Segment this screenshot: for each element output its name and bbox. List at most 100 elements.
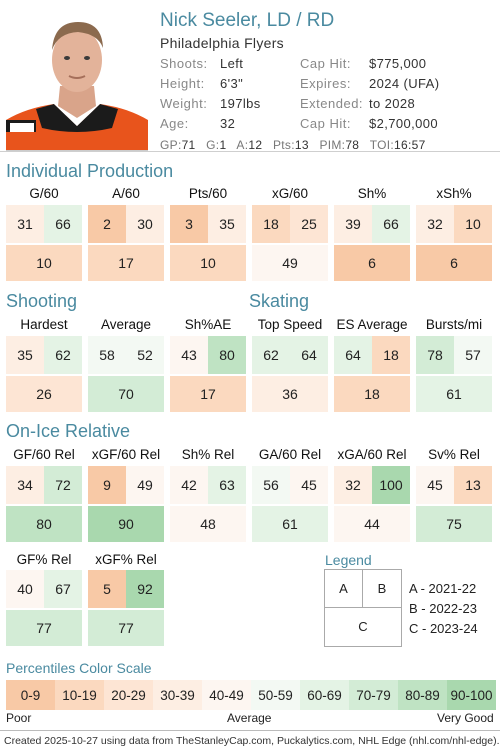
percentile-cell-b: 18	[372, 336, 410, 374]
percentile-cell-c: 61	[416, 376, 492, 412]
column-header: Hardest	[20, 317, 68, 332]
percentile-cell-c: 6	[416, 245, 492, 281]
player-name: Nick Seeler, LD / RD	[160, 10, 335, 31]
percentile-cell-b: 49	[126, 466, 164, 504]
scale-average-label: Average	[227, 711, 272, 725]
scale-bin: 60-69	[300, 680, 349, 710]
stat-value: 16:57	[394, 138, 426, 152]
info-label: Expires:	[300, 76, 351, 91]
stat-value: 78	[345, 138, 360, 152]
percentile-cell-c: 80	[6, 506, 82, 542]
column-header: Bursts/mi	[425, 317, 483, 332]
column-header: Sh%	[357, 186, 387, 201]
percentile-cell-c: 17	[170, 376, 246, 412]
header-divider	[0, 151, 500, 152]
scale-bin: 70-79	[349, 680, 398, 710]
column-header: A/60	[112, 186, 140, 201]
percentile-cell-a: 56	[252, 466, 290, 504]
info-label: Cap Hit:	[300, 116, 351, 131]
percentile-cell-b: 67	[44, 570, 82, 608]
percentile-cell-c: 17	[88, 245, 164, 281]
percentile-cell-a: 34	[6, 466, 44, 504]
percentile-cell-c: 48	[170, 506, 246, 542]
section-title-onice: On-Ice Relative	[6, 421, 131, 441]
percentile-cell-a: 43	[170, 336, 208, 374]
stat-key: TOI:	[369, 138, 395, 152]
percentile-cell-a: 18	[252, 205, 290, 243]
percentile-cell-a: 42	[170, 466, 208, 504]
scale-poor-label: Poor	[6, 711, 32, 725]
column-header: GA/60 Rel	[258, 447, 322, 462]
stat-key: G:	[206, 138, 220, 152]
percentile-cell-b: 52	[126, 336, 164, 374]
info-label: Height:	[160, 76, 205, 91]
scale-bin: 0-9	[6, 680, 55, 710]
column-header: xSh%	[436, 186, 472, 201]
percentile-cell-a: 35	[6, 336, 44, 374]
column-header: Sv% Rel	[428, 447, 480, 462]
percentile-cell-b: 10	[454, 205, 492, 243]
percentile-cell-a: 64	[334, 336, 372, 374]
percentile-cell-c: 77	[88, 610, 164, 646]
column-header: Average	[100, 317, 152, 332]
percentile-cell-c: 36	[252, 376, 328, 412]
legend-line: A - 2021-22	[409, 581, 477, 596]
column-header: xGF% Rel	[95, 552, 157, 567]
percentile-cell-a: 32	[416, 205, 454, 243]
scale-title: Percentiles Color Scale	[6, 660, 152, 676]
percentile-cell-b: 62	[44, 336, 82, 374]
stat-value: 12	[248, 138, 263, 152]
scale-verygood-label: Very Good	[437, 711, 494, 725]
column-header: ES Average	[336, 317, 408, 332]
column-header: GF% Rel	[16, 552, 72, 567]
stat-value: 71	[181, 138, 196, 152]
percentile-cell-c: 70	[88, 376, 164, 412]
section-title-shooting: Shooting	[6, 291, 78, 311]
section-title-skating: Skating	[249, 291, 310, 311]
percentile-cell-c: 26	[6, 376, 82, 412]
legend-cell-a: A	[339, 581, 348, 596]
legend-title: Legend	[325, 552, 372, 568]
percentile-cell-b: 100	[372, 466, 410, 504]
info-value: 6'3"	[220, 76, 244, 91]
column-header: GF/60 Rel	[13, 447, 75, 462]
player-headshot-icon	[6, 22, 148, 150]
section-title-production: Individual Production	[6, 161, 174, 181]
percentile-cell-c: 77	[6, 610, 82, 646]
percentile-cell-b: 64	[290, 336, 328, 374]
legend-cell-b: B	[377, 581, 387, 596]
percentile-cell-b: 72	[44, 466, 82, 504]
info-label: Cap Hit:	[300, 56, 351, 71]
stat-key: PIM:	[319, 138, 346, 152]
percentile-cell-b: 92	[126, 570, 164, 608]
legend-cell-c: C	[358, 619, 368, 634]
percentile-cell-a: 3	[170, 205, 208, 243]
scale-bin: 10-19	[55, 680, 104, 710]
legend-line: C - 2023-24	[409, 621, 478, 636]
stat-key: Pts:	[272, 138, 295, 152]
percentile-cell-c: 90	[88, 506, 164, 542]
percentile-cell-b: 35	[208, 205, 246, 243]
percentile-cell-a: 2	[88, 205, 126, 243]
column-header: Sh% Rel	[181, 447, 235, 462]
info-value: to 2028	[369, 96, 416, 111]
scale-bin: 50-59	[251, 680, 300, 710]
info-value: 2024 (UFA)	[369, 76, 440, 91]
info-value: $2,700,000	[369, 116, 439, 131]
info-label: Age:	[160, 116, 189, 131]
footer-credit: Created 2025-10-27 using data from TheSt…	[4, 735, 500, 747]
scale-bin: 20-29	[104, 680, 153, 710]
percentile-cell-c: 49	[252, 245, 328, 281]
percentile-cell-c: 75	[416, 506, 492, 542]
season-statline: GP:71 G:1 A:12 Pts:13 PIM:78 TOI:16:57	[160, 138, 433, 152]
stat-value: 13	[294, 138, 309, 152]
percentile-cell-c: 6	[334, 245, 410, 281]
column-header: xGA/60 Rel	[337, 447, 407, 462]
percentile-cell-b: 30	[126, 205, 164, 243]
column-header: xGF/60 Rel	[91, 447, 161, 462]
percentile-cell-a: 9	[88, 466, 126, 504]
percentile-cell-b: 45	[290, 466, 328, 504]
column-header: Top Speed	[257, 317, 323, 332]
info-value: $775,000	[369, 56, 427, 71]
column-header: xG/60	[271, 186, 309, 201]
